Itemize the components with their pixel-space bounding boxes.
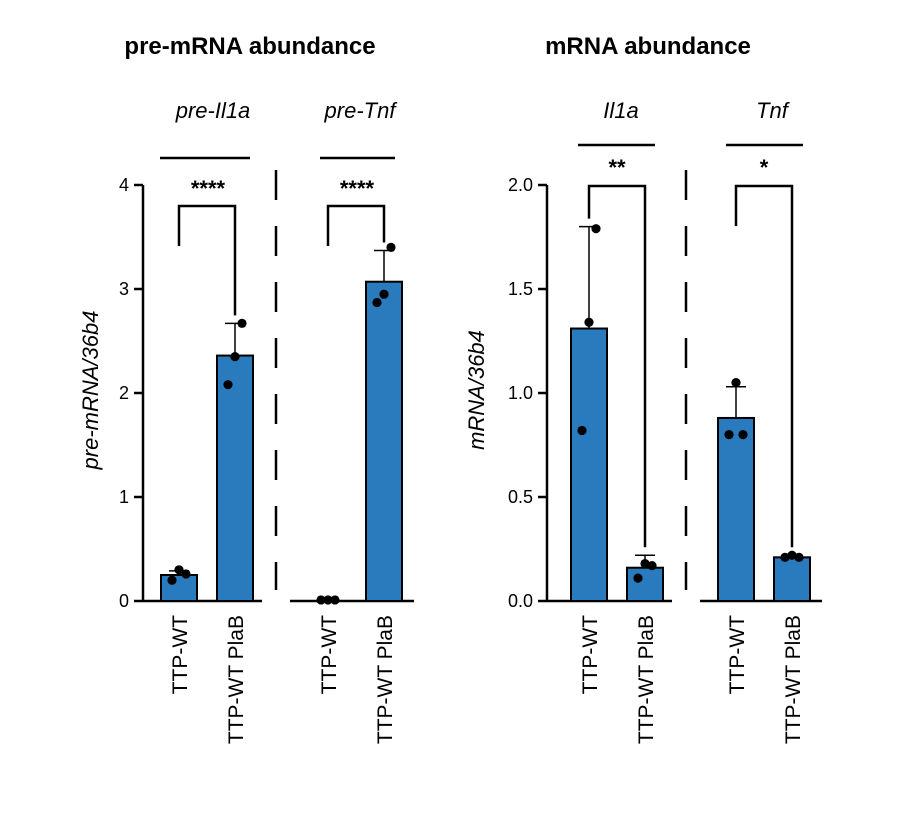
panel-2-group-1-significance: ** bbox=[608, 155, 626, 180]
y-tick-label: 1.5 bbox=[508, 279, 533, 299]
data-point bbox=[731, 378, 741, 388]
data-point bbox=[724, 430, 734, 440]
bar bbox=[717, 416, 755, 602]
significance-bracket bbox=[177, 204, 237, 316]
y-tick-label: 0.0 bbox=[508, 591, 533, 611]
data-point bbox=[787, 550, 797, 560]
data-point bbox=[230, 352, 240, 362]
x-category-label: TTP-WT bbox=[579, 615, 602, 694]
significance-bracket bbox=[587, 184, 647, 548]
panel-1-group-2-label: pre-Tnf bbox=[324, 98, 399, 123]
panel-1-group-2-significance: **** bbox=[340, 176, 375, 201]
data-point bbox=[591, 224, 601, 234]
data-point bbox=[323, 595, 333, 605]
panel-1-group-1-label: pre-Il1a bbox=[175, 98, 251, 123]
x-category-label: TTP-WT bbox=[318, 615, 341, 694]
data-point bbox=[316, 595, 326, 605]
data-point bbox=[647, 561, 657, 571]
data-point bbox=[794, 552, 804, 562]
bar bbox=[570, 327, 608, 602]
data-point bbox=[330, 595, 340, 605]
data-point bbox=[577, 425, 587, 436]
data-point bbox=[780, 552, 790, 562]
y-tick-label: 0.5 bbox=[508, 487, 533, 507]
y-tick-label: 4 bbox=[119, 175, 129, 195]
x-category-label: TTP-WT bbox=[726, 615, 749, 694]
significance-bracket bbox=[734, 184, 794, 548]
panel-1-y-axis-label: pre-mRNA/36b4 bbox=[78, 311, 103, 471]
data-point bbox=[372, 297, 382, 308]
data-point bbox=[174, 565, 184, 575]
data-point bbox=[584, 317, 594, 327]
x-category-label: TTP-WT PlaB bbox=[374, 615, 397, 744]
panel-2-plot: 0.0 0.5 1.0 1.5 2.0 TTP-WT TTP-WT PlaB TTP-WT TT… bbox=[508, 143, 822, 744]
bar bbox=[626, 566, 664, 602]
panel-2-group-1-label: Il1a bbox=[603, 98, 638, 123]
y-tick-label: 2.0 bbox=[508, 175, 533, 195]
bar bbox=[365, 280, 403, 602]
panel-2-group-2-significance: * bbox=[760, 155, 769, 180]
y-tick-label: 1.0 bbox=[508, 383, 533, 403]
panel-2-y-axis-label: mRNA/36b4 bbox=[464, 330, 489, 450]
data-point bbox=[379, 289, 389, 299]
data-point bbox=[181, 569, 191, 579]
data-point bbox=[223, 380, 233, 390]
data-point bbox=[237, 318, 247, 328]
x-category-label: TTP-WT PlaB bbox=[782, 615, 805, 744]
x-category-label: TTP-WT PlaB bbox=[225, 615, 248, 744]
data-point bbox=[386, 242, 396, 252]
bar bbox=[160, 574, 198, 602]
data-point bbox=[738, 430, 748, 440]
data-point bbox=[167, 575, 177, 585]
panel-2-group-2-label: Tnf bbox=[756, 98, 791, 123]
panel-1-group-1-significance: **** bbox=[191, 176, 226, 201]
y-tick-label: 3 bbox=[119, 279, 129, 299]
x-category-label: TTP-WT bbox=[169, 615, 192, 694]
significance-bracket bbox=[326, 204, 386, 246]
bar bbox=[216, 354, 254, 602]
y-tick-label: 0 bbox=[119, 591, 129, 611]
panel-1-plot: 0 1 2 3 4 TTP-WT TTP-WT PlaB TTP-WT TTP-WT PlaB bbox=[119, 156, 414, 744]
panel-2-title: mRNA abundance bbox=[545, 33, 751, 60]
panel-1-title: pre-mRNA abundance bbox=[124, 33, 375, 60]
y-tick-label: 2 bbox=[119, 383, 129, 403]
bar bbox=[773, 556, 811, 603]
x-category-label: TTP-WT PlaB bbox=[635, 615, 658, 744]
data-point bbox=[640, 558, 650, 569]
data-point bbox=[633, 573, 643, 583]
y-tick-label: 1 bbox=[119, 487, 129, 507]
